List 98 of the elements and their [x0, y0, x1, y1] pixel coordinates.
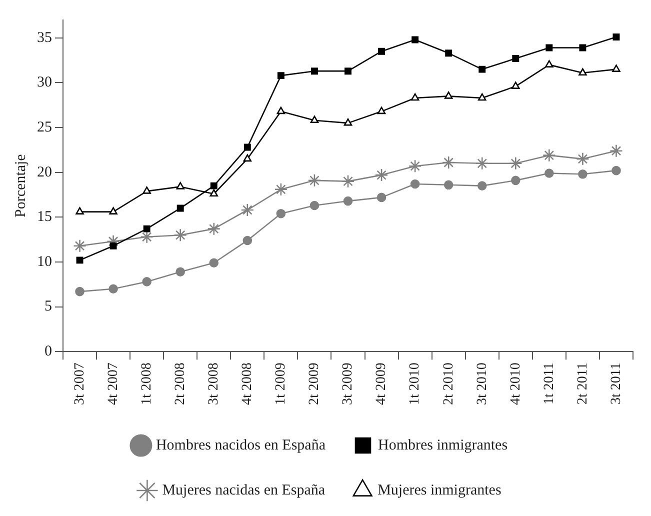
x-tick-label: 4t 2009 [374, 362, 390, 405]
y-tick-label: 10 [37, 254, 52, 270]
x-tick-label: 3t 2011 [608, 362, 624, 404]
point [578, 170, 588, 179]
point [445, 50, 452, 57]
point [444, 180, 454, 190]
point [546, 44, 553, 52]
point [576, 152, 590, 166]
x-tick-label: 2t 2011 [575, 362, 590, 404]
point [475, 156, 489, 170]
point [207, 222, 221, 236]
y-tick-label: 25 [37, 119, 52, 136]
point [73, 239, 86, 253]
legend-label: Mujeres nacidas en España [162, 482, 326, 498]
point [410, 93, 420, 101]
x-tick-label: 4t 2008 [240, 362, 256, 405]
y-tick-label: 30 [37, 74, 52, 91]
point [176, 204, 184, 212]
point [310, 200, 320, 210]
point [240, 203, 254, 217]
point [310, 68, 318, 75]
point [612, 166, 621, 176]
x-tick-label: 3t 2008 [206, 362, 222, 405]
point [478, 66, 486, 73]
x-tick-label: 2t 2010 [441, 362, 456, 405]
point [276, 208, 286, 218]
point [612, 64, 620, 72]
point [310, 116, 319, 124]
point [242, 236, 252, 246]
point [210, 182, 218, 190]
y-tick-label: 5 [44, 298, 52, 315]
point [545, 60, 554, 68]
x-tick-label: 1t 2009 [274, 362, 289, 405]
legend-label: Hombres inmigrantes [378, 437, 508, 454]
point [542, 148, 556, 162]
legend-label: Hombres nacidos en España [156, 437, 326, 454]
point [109, 207, 118, 214]
x-tick-label: 3t 2009 [340, 362, 356, 405]
x-tick-label: 1t 2008 [139, 362, 154, 405]
point [75, 286, 84, 296]
y-tick-label: 15 [37, 209, 52, 226]
legend-label: Mujeres inmigrantes [378, 482, 502, 498]
point [442, 156, 456, 170]
point [143, 225, 150, 232]
x-tick-label: 1t 2011 [542, 362, 557, 404]
x-tick-label: 3t 2010 [474, 362, 490, 405]
x-tick-label: 2t 2008 [173, 362, 188, 405]
point [176, 267, 186, 276]
point [512, 55, 520, 62]
x-tick-label: 2t 2009 [307, 362, 322, 405]
point [544, 168, 554, 178]
x-tick-label: 3t 2007 [72, 362, 88, 405]
point [110, 242, 117, 250]
point [377, 106, 386, 114]
point [341, 174, 355, 188]
point [176, 182, 184, 190]
point [142, 186, 151, 194]
point [277, 72, 284, 80]
y-tick-label: 35 [37, 30, 52, 46]
x-tick-label: 1t 2010 [408, 362, 423, 405]
point [477, 181, 487, 190]
point [378, 48, 386, 55]
point [76, 207, 84, 214]
point [344, 68, 352, 75]
point [444, 92, 453, 99]
x-tick-label: 4t 2010 [508, 362, 524, 405]
point [76, 256, 84, 264]
point [408, 159, 422, 173]
point [478, 93, 486, 101]
point [174, 228, 188, 242]
point [140, 230, 154, 244]
point [274, 182, 288, 196]
point [308, 174, 322, 188]
point [344, 118, 352, 126]
point [210, 189, 218, 197]
point [412, 36, 419, 44]
point [142, 277, 152, 286]
point [276, 106, 286, 114]
y-tick-label: 0 [44, 344, 52, 360]
point [578, 68, 587, 76]
point [244, 144, 251, 151]
y-tick-label: 20 [37, 164, 52, 180]
point [610, 144, 623, 158]
y-axis-title: Porcentaje [12, 154, 29, 218]
point [510, 176, 520, 186]
point [243, 154, 252, 162]
x-tick-label: 4t 2007 [106, 362, 121, 405]
point [512, 82, 520, 89]
point [209, 258, 219, 268]
point [612, 34, 620, 41]
point [579, 44, 586, 52]
point [343, 196, 353, 206]
point [106, 234, 120, 248]
point [374, 168, 388, 182]
point [410, 179, 420, 189]
point [508, 156, 522, 170]
point [376, 192, 386, 202]
point [108, 284, 118, 294]
